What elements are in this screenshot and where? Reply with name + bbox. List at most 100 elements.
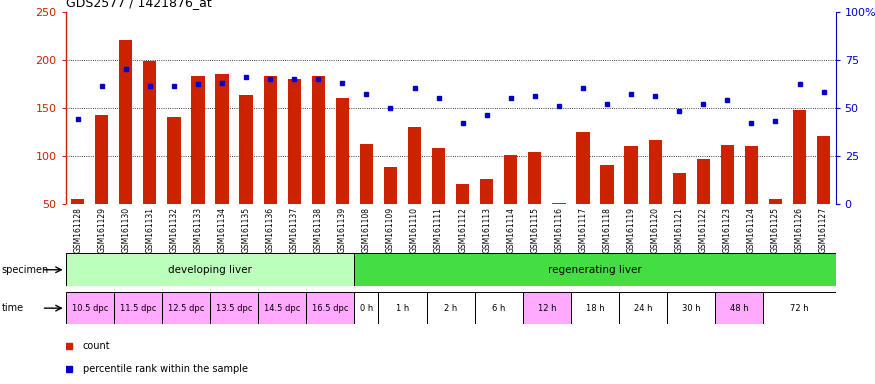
Bar bbox=[625, 146, 638, 204]
Text: count: count bbox=[83, 341, 110, 351]
Bar bbox=[427, 292, 475, 324]
Text: GSM161137: GSM161137 bbox=[290, 207, 298, 253]
Text: GSM161129: GSM161129 bbox=[97, 207, 106, 253]
Bar bbox=[162, 292, 210, 324]
Text: time: time bbox=[2, 303, 24, 313]
Text: GSM161134: GSM161134 bbox=[218, 207, 227, 253]
Bar bbox=[620, 292, 668, 324]
Bar bbox=[66, 292, 114, 324]
Bar bbox=[769, 199, 782, 204]
Bar bbox=[432, 148, 445, 204]
Bar bbox=[817, 136, 830, 204]
Text: GSM161124: GSM161124 bbox=[747, 207, 756, 253]
Bar bbox=[696, 159, 710, 204]
Bar bbox=[528, 152, 542, 204]
Text: GSM161108: GSM161108 bbox=[362, 207, 371, 253]
Bar bbox=[716, 292, 763, 324]
Text: GSM161132: GSM161132 bbox=[170, 207, 178, 253]
Text: regenerating liver: regenerating liver bbox=[548, 265, 642, 275]
Bar bbox=[793, 111, 806, 204]
Text: 11.5 dpc: 11.5 dpc bbox=[120, 304, 156, 313]
Text: 2 h: 2 h bbox=[444, 304, 458, 313]
Bar bbox=[306, 292, 354, 324]
Bar bbox=[523, 292, 571, 324]
Bar bbox=[263, 76, 276, 204]
Text: GSM161114: GSM161114 bbox=[507, 207, 515, 253]
Text: GSM161117: GSM161117 bbox=[578, 207, 587, 253]
Text: 72 h: 72 h bbox=[790, 304, 808, 313]
Text: GSM161135: GSM161135 bbox=[242, 207, 250, 253]
Bar bbox=[210, 292, 258, 324]
Text: 10.5 dpc: 10.5 dpc bbox=[72, 304, 108, 313]
Text: GDS2577 / 1421876_at: GDS2577 / 1421876_at bbox=[66, 0, 212, 9]
Bar bbox=[648, 140, 662, 204]
Bar bbox=[66, 253, 354, 286]
Bar bbox=[475, 292, 523, 324]
Text: 24 h: 24 h bbox=[634, 304, 653, 313]
Bar bbox=[354, 253, 836, 286]
Text: GSM161118: GSM161118 bbox=[603, 207, 612, 253]
Text: 6 h: 6 h bbox=[492, 304, 506, 313]
Text: GSM161121: GSM161121 bbox=[675, 207, 683, 253]
Text: GSM161111: GSM161111 bbox=[434, 207, 443, 253]
Text: GSM161125: GSM161125 bbox=[771, 207, 780, 253]
Bar bbox=[668, 292, 716, 324]
Text: GSM161138: GSM161138 bbox=[314, 207, 323, 253]
Bar bbox=[384, 167, 397, 204]
Bar bbox=[408, 127, 421, 204]
Bar bbox=[379, 292, 427, 324]
Bar bbox=[240, 95, 253, 204]
Bar bbox=[215, 74, 228, 204]
Text: GSM161119: GSM161119 bbox=[626, 207, 635, 253]
Text: GSM161139: GSM161139 bbox=[338, 207, 346, 253]
Bar bbox=[312, 76, 325, 204]
Text: specimen: specimen bbox=[2, 265, 49, 275]
Bar bbox=[119, 40, 132, 204]
Text: 30 h: 30 h bbox=[682, 304, 701, 313]
Bar bbox=[167, 117, 180, 204]
Bar bbox=[577, 132, 590, 204]
Text: GSM161113: GSM161113 bbox=[482, 207, 491, 253]
Text: GSM161120: GSM161120 bbox=[651, 207, 660, 253]
Bar bbox=[360, 144, 373, 204]
Text: GSM161115: GSM161115 bbox=[530, 207, 539, 253]
Text: GSM161122: GSM161122 bbox=[699, 207, 708, 253]
Bar bbox=[258, 292, 306, 324]
Text: 12.5 dpc: 12.5 dpc bbox=[168, 304, 204, 313]
Text: GSM161116: GSM161116 bbox=[555, 207, 564, 253]
Text: GSM161112: GSM161112 bbox=[458, 207, 467, 253]
Bar bbox=[95, 115, 108, 204]
Bar bbox=[571, 292, 620, 324]
Text: 18 h: 18 h bbox=[585, 304, 605, 313]
Bar bbox=[71, 199, 84, 204]
Text: GSM161127: GSM161127 bbox=[819, 207, 828, 253]
Bar bbox=[288, 79, 301, 204]
Text: developing liver: developing liver bbox=[168, 265, 252, 275]
Text: GSM161136: GSM161136 bbox=[266, 207, 275, 253]
Bar bbox=[144, 61, 157, 204]
Bar bbox=[480, 179, 494, 204]
Bar bbox=[552, 203, 565, 204]
Text: GSM161126: GSM161126 bbox=[795, 207, 804, 253]
Text: 12 h: 12 h bbox=[537, 304, 556, 313]
Bar bbox=[114, 292, 162, 324]
Bar bbox=[721, 145, 734, 204]
Text: 0 h: 0 h bbox=[360, 304, 373, 313]
Text: GSM161110: GSM161110 bbox=[410, 207, 419, 253]
Text: percentile rank within the sample: percentile rank within the sample bbox=[83, 364, 248, 374]
Text: 16.5 dpc: 16.5 dpc bbox=[312, 304, 348, 313]
Text: 1 h: 1 h bbox=[396, 304, 410, 313]
Bar bbox=[673, 173, 686, 204]
Bar bbox=[192, 76, 205, 204]
Bar bbox=[763, 292, 836, 324]
Bar bbox=[354, 292, 379, 324]
Text: GSM161109: GSM161109 bbox=[386, 207, 395, 253]
Text: GSM161131: GSM161131 bbox=[145, 207, 154, 253]
Bar bbox=[336, 98, 349, 204]
Text: GSM161128: GSM161128 bbox=[74, 207, 82, 253]
Text: GSM161130: GSM161130 bbox=[122, 207, 130, 253]
Text: GSM161133: GSM161133 bbox=[193, 207, 202, 253]
Text: GSM161123: GSM161123 bbox=[723, 207, 732, 253]
Text: 14.5 dpc: 14.5 dpc bbox=[264, 304, 300, 313]
Bar bbox=[745, 146, 758, 204]
